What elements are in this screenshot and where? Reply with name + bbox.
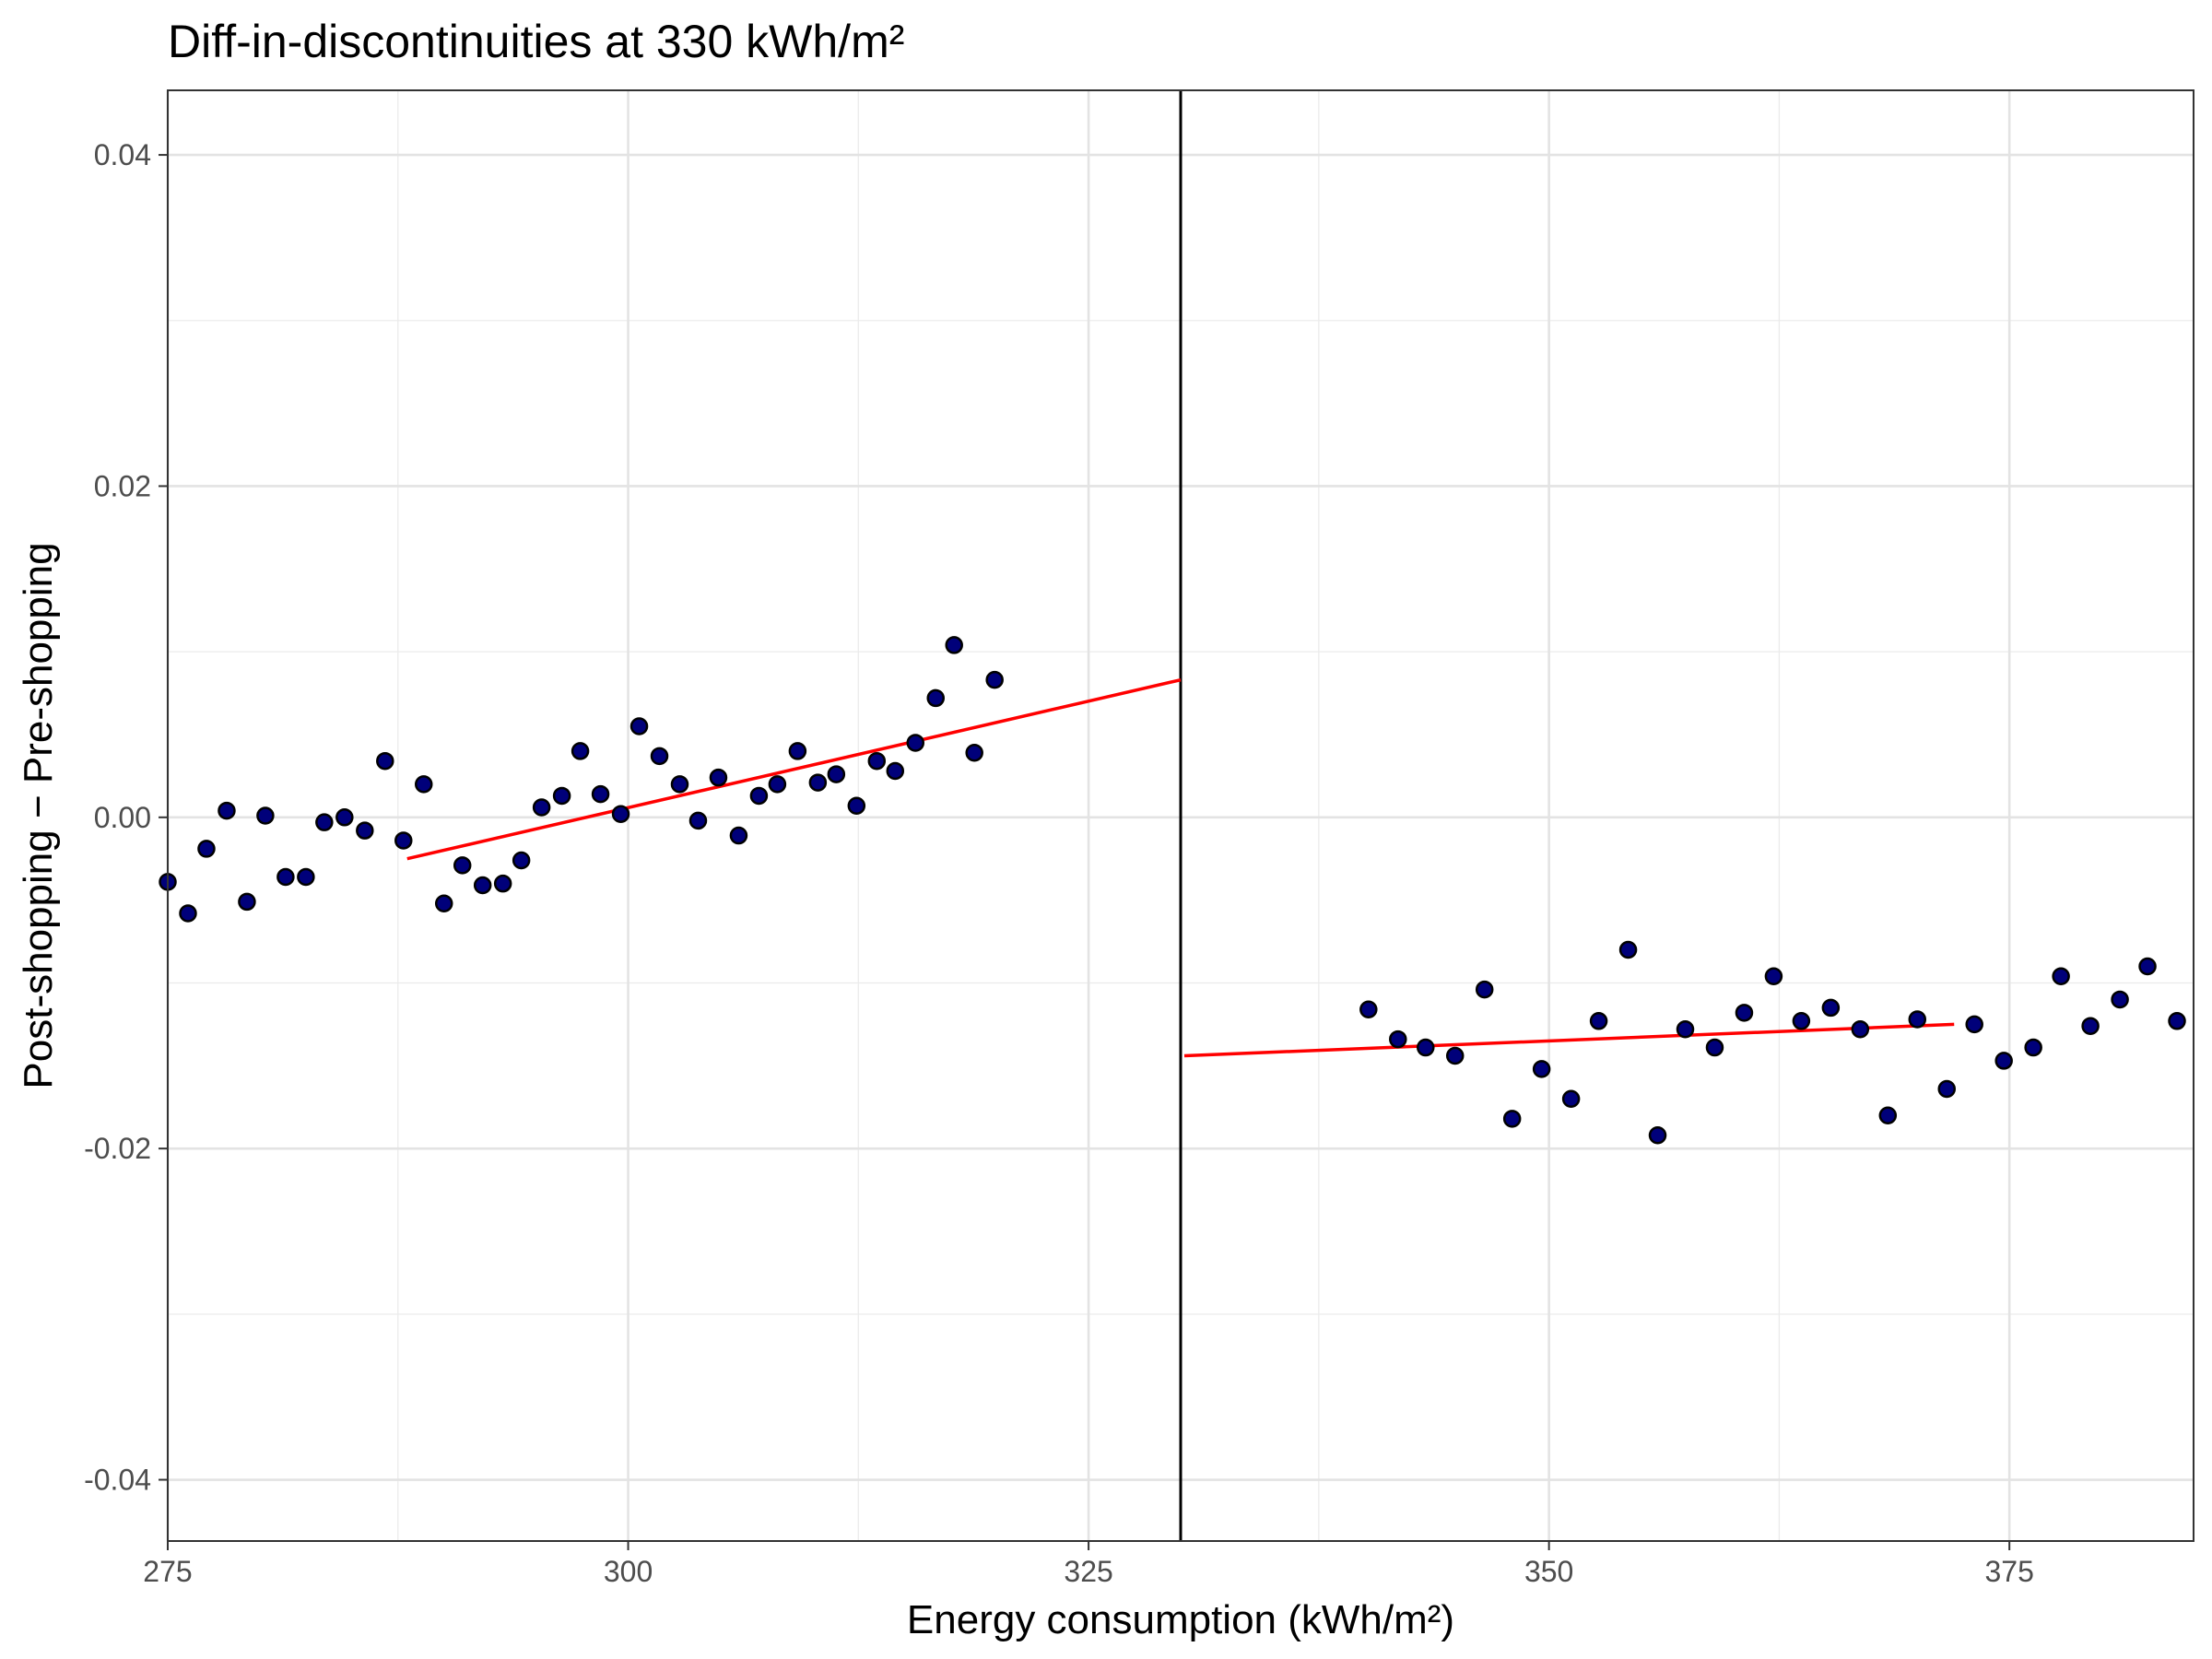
data-point — [493, 874, 512, 893]
data-point — [1618, 940, 1638, 959]
x-tick-label: 350 — [1524, 1555, 1573, 1588]
data-point — [1792, 1012, 1811, 1030]
data-point — [1561, 1089, 1581, 1109]
data-point — [335, 808, 354, 827]
fit-line — [406, 677, 1182, 861]
data-point — [453, 856, 472, 875]
data-point — [886, 761, 905, 781]
y-tick-label: 0.02 — [94, 469, 151, 502]
data-point — [434, 894, 453, 912]
data-point — [1994, 1052, 2013, 1070]
data-point — [629, 717, 649, 735]
x-tick-label: 375 — [1984, 1555, 2033, 1588]
data-point — [1764, 967, 1783, 986]
data-point — [670, 775, 689, 794]
data-point — [1937, 1079, 1956, 1099]
data-point — [414, 775, 433, 794]
fit-line — [1183, 1022, 1955, 1058]
data-point — [1475, 980, 1494, 999]
data-point — [1908, 1010, 1927, 1029]
data-point — [1532, 1060, 1551, 1078]
data-point — [2081, 1017, 2100, 1035]
data-point — [473, 876, 492, 895]
x-tick-label: 275 — [143, 1555, 192, 1588]
data-point — [276, 867, 295, 887]
data-point — [1589, 1012, 1608, 1030]
data-point — [709, 768, 728, 787]
data-point — [808, 773, 828, 792]
data-point — [1389, 1030, 1407, 1049]
data-point — [906, 734, 925, 752]
data-point — [2052, 967, 2070, 986]
chart-title: Diff-in-discontinuities at 330 kWh/m² — [168, 16, 904, 67]
y-axis-title: Post-shopping − Pre-shopping — [16, 542, 61, 1088]
x-tick-label: 300 — [604, 1555, 653, 1588]
data-point — [376, 751, 394, 771]
y-tick-label: 0.04 — [94, 138, 151, 171]
data-point — [532, 798, 551, 817]
data-point — [297, 867, 315, 887]
data-point — [356, 821, 374, 840]
data-point — [1965, 1015, 1983, 1034]
data-point — [2111, 990, 2129, 1009]
data-point — [827, 765, 846, 783]
data-point — [1851, 1020, 1870, 1039]
data-point — [749, 786, 769, 806]
fit-lines — [406, 677, 1955, 1058]
data-point — [571, 742, 590, 760]
y-tick-label: 0.00 — [94, 801, 151, 834]
data-points — [159, 636, 2186, 1145]
data-point — [238, 892, 256, 912]
data-point — [512, 851, 531, 870]
x-tick-label: 325 — [1064, 1555, 1112, 1588]
data-point — [1705, 1038, 1724, 1057]
y-tick-label: -0.02 — [84, 1132, 151, 1165]
data-point — [1502, 1110, 1522, 1128]
data-point — [729, 826, 748, 845]
data-point — [256, 806, 275, 825]
data-point — [965, 743, 983, 762]
plot-panel-border — [167, 89, 2194, 1542]
data-point — [179, 904, 197, 923]
data-point — [591, 784, 610, 804]
data-point — [2168, 1012, 2186, 1030]
data-point — [1417, 1038, 1435, 1057]
data-point — [1445, 1046, 1465, 1065]
data-point — [1735, 1004, 1754, 1022]
data-point — [1676, 1020, 1695, 1039]
data-point — [688, 811, 708, 830]
data-point — [197, 840, 216, 858]
data-point — [847, 796, 866, 815]
data-point — [394, 831, 413, 850]
data-point — [552, 786, 571, 806]
data-point — [985, 670, 1004, 689]
x-axis-title: Energy consumption (kWh/m²) — [907, 1597, 1454, 1642]
data-point — [1359, 1000, 1378, 1018]
data-point — [945, 636, 963, 654]
data-point — [1878, 1106, 1898, 1124]
y-tick-label: -0.04 — [84, 1464, 151, 1497]
data-point — [611, 805, 630, 823]
data-point — [1648, 1126, 1667, 1145]
data-point — [2024, 1038, 2042, 1057]
data-point — [315, 813, 334, 831]
data-point — [650, 747, 669, 766]
data-point — [788, 742, 807, 760]
data-point — [2138, 957, 2157, 976]
data-point — [926, 688, 945, 708]
data-point — [1821, 998, 1841, 1018]
data-point — [768, 775, 787, 794]
axis-ticks: 275 300 325 350 375 -0.04 -0.02 0.00 0.02 0.04 — [84, 138, 2034, 1588]
data-point — [867, 751, 887, 771]
data-point — [218, 801, 236, 820]
